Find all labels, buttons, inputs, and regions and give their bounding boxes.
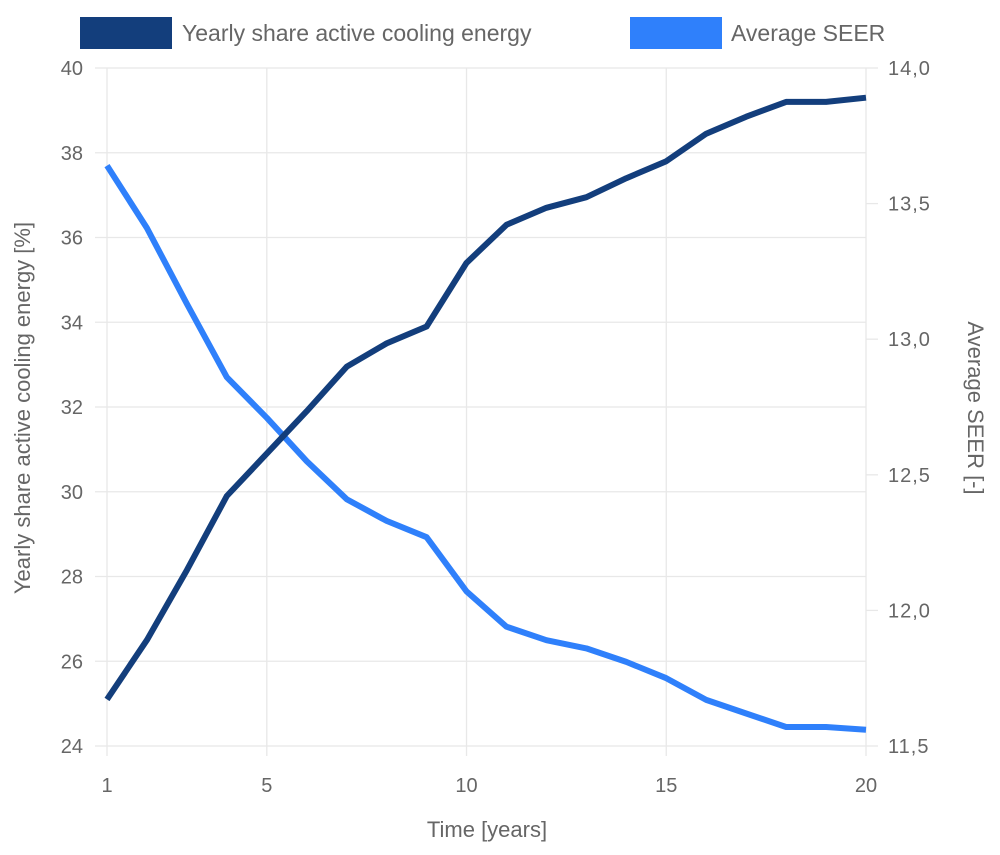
data-point-cooling-energy[interactable] — [264, 451, 270, 457]
data-point-average-seer[interactable] — [104, 163, 110, 169]
left-y-tick-label: 36 — [61, 228, 83, 250]
series-layer — [104, 94, 869, 733]
data-point-cooling-energy[interactable] — [703, 131, 709, 137]
data-point-cooling-energy[interactable] — [663, 158, 669, 164]
legend-swatch-cooling-energy — [80, 17, 172, 49]
data-point-average-seer[interactable] — [543, 637, 549, 643]
left-y-tick-label: 40 — [61, 58, 83, 80]
data-point-cooling-energy[interactable] — [104, 696, 110, 702]
x-tick-label: 1 — [101, 775, 112, 797]
data-point-average-seer[interactable] — [184, 301, 190, 307]
left-y-tick-label: 32 — [61, 397, 83, 419]
x-tick-label: 5 — [261, 775, 272, 797]
x-tick-label: 20 — [855, 775, 877, 797]
data-point-average-seer[interactable] — [743, 710, 749, 716]
legend-swatch-average-seer — [630, 17, 722, 49]
data-point-average-seer[interactable] — [623, 659, 629, 665]
legend-label-cooling-energy: Yearly share active cooling energy — [182, 20, 532, 46]
data-point-cooling-energy[interactable] — [783, 99, 789, 105]
data-point-average-seer[interactable] — [144, 225, 150, 231]
data-point-cooling-energy[interactable] — [464, 260, 470, 266]
data-point-cooling-energy[interactable] — [424, 323, 430, 329]
left-y-tick-label: 26 — [61, 651, 83, 673]
right-y-tick-label: 12,5 — [888, 465, 931, 487]
data-point-average-seer[interactable] — [384, 518, 390, 524]
data-point-average-seer[interactable] — [663, 675, 669, 681]
data-point-cooling-energy[interactable] — [384, 340, 390, 346]
right-y-tick-label: 14,0 — [888, 58, 931, 80]
right-y-tick-label: 13,5 — [888, 194, 931, 216]
legend-item-average-seer[interactable]: Average SEER — [630, 17, 885, 49]
data-point-cooling-energy[interactable] — [583, 194, 589, 200]
left-y-tick-label: 30 — [61, 482, 83, 504]
x-axis-title: Time [years] — [427, 817, 547, 842]
right-y-tick-label: 13,0 — [888, 329, 931, 351]
horizontal-gridlines — [95, 67, 878, 747]
right-y-axis-ticks: 11,5 12,0 12,5 13,0 13,5 14,0 — [888, 58, 931, 758]
data-point-average-seer[interactable] — [583, 645, 589, 651]
data-point-average-seer[interactable] — [863, 727, 869, 733]
left-y-tick-label: 38 — [61, 143, 83, 165]
data-point-average-seer[interactable] — [503, 624, 509, 630]
left-y-tick-label: 34 — [61, 312, 83, 334]
vertical-gridlines — [106, 68, 867, 756]
data-point-cooling-energy[interactable] — [184, 567, 190, 573]
series-line-cooling-energy — [104, 94, 867, 702]
data-point-average-seer[interactable] — [823, 724, 829, 730]
x-tick-label: 10 — [455, 775, 477, 797]
left-y-axis-ticks: 24 26 28 30 32 34 36 38 40 — [61, 58, 83, 758]
left-y-tick-label: 28 — [61, 567, 83, 589]
right-y-tick-label: 12,0 — [888, 600, 931, 622]
data-point-cooling-energy[interactable] — [743, 114, 749, 120]
legend-label-average-seer: Average SEER — [731, 20, 885, 46]
x-tick-label: 15 — [655, 775, 677, 797]
right-y-tick-label: 11,5 — [888, 736, 929, 758]
data-point-cooling-energy[interactable] — [543, 205, 549, 211]
right-y-axis-title: Average SEER [-] — [963, 321, 988, 494]
data-point-cooling-energy[interactable] — [224, 493, 230, 499]
data-point-average-seer[interactable] — [304, 458, 310, 464]
left-y-tick-label: 24 — [61, 736, 83, 758]
data-point-cooling-energy[interactable] — [344, 364, 350, 370]
data-point-cooling-energy[interactable] — [503, 222, 509, 228]
left-y-axis-title: Yearly share active cooling energy [%] — [10, 222, 35, 594]
legend: Yearly share active cooling energy Avera… — [80, 17, 885, 49]
data-point-cooling-energy[interactable] — [304, 408, 310, 414]
legend-item-cooling-energy[interactable]: Yearly share active cooling energy — [80, 17, 532, 49]
data-point-average-seer[interactable] — [264, 415, 270, 421]
data-point-average-seer[interactable] — [703, 697, 709, 703]
data-point-average-seer[interactable] — [344, 496, 350, 502]
data-point-average-seer[interactable] — [424, 534, 430, 540]
data-point-cooling-energy[interactable] — [823, 99, 829, 105]
data-point-cooling-energy[interactable] — [863, 95, 869, 101]
x-axis-ticks: 1 5 10 15 20 — [101, 775, 877, 797]
data-point-average-seer[interactable] — [224, 374, 230, 380]
data-point-average-seer[interactable] — [783, 724, 789, 730]
data-point-cooling-energy[interactable] — [144, 637, 150, 643]
data-point-cooling-energy[interactable] — [623, 175, 629, 181]
series-line-average-seer — [104, 163, 867, 733]
data-point-average-seer[interactable] — [464, 588, 470, 594]
